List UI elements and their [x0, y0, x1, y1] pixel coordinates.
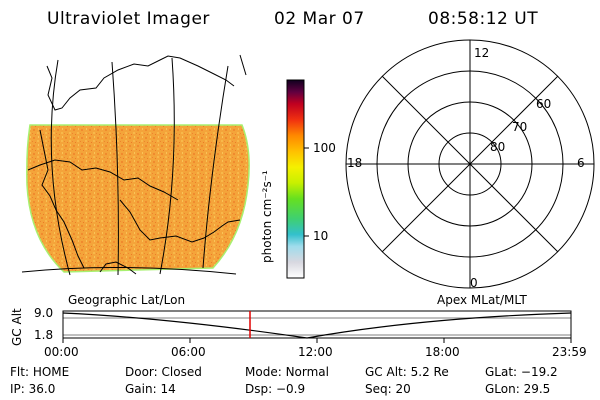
meridian [50, 59, 71, 276]
xtick-label: 06:00 [171, 345, 206, 359]
altitude-ytick-high: 9.0 [34, 306, 54, 320]
colorbar-unit-label: photon cm⁻²s⁻¹ [260, 170, 274, 263]
gain-status: Gain: 14 [125, 382, 176, 396]
xtick-label: 00:00 [44, 345, 79, 359]
colorbar-tick-100: 100 [313, 141, 336, 155]
door-status: Door: Closed [125, 365, 202, 379]
instrument-title: Ultraviolet Imager [47, 9, 210, 29]
coastline [27, 159, 179, 201]
seq-status: Seq: 20 [365, 382, 411, 396]
xtick-label: 18:00 [425, 345, 460, 359]
xtick-label: 12:00 [298, 345, 333, 359]
meridian [159, 57, 175, 275]
mlat-label-70: 70 [512, 120, 528, 134]
date-label: 02 Mar 07 [274, 9, 365, 29]
mlt-label-18: 18 [347, 156, 363, 170]
mlat-label-60: 60 [536, 97, 552, 111]
time-label: 08:58:12 UT [428, 9, 539, 29]
altitude-plot [62, 310, 572, 343]
coastline [119, 199, 241, 243]
meridian [111, 61, 119, 276]
glat-status: GLat: −19.2 [485, 365, 558, 379]
altitude-ytick-low: 1.8 [34, 328, 54, 342]
mlt-label-0: 0 [470, 276, 478, 290]
uv-image-area [26, 124, 250, 273]
map-caption: Geographic Lat/Lon [68, 293, 186, 307]
mlt-label-12: 12 [474, 46, 490, 60]
altitude-ylabel: GC Alt [10, 308, 24, 346]
coastline [239, 54, 247, 76]
ip-status: IP: 36.0 [10, 382, 56, 396]
geographic-map [21, 54, 250, 276]
colorbar-tick-10: 10 [313, 229, 329, 243]
meridian [202, 65, 229, 269]
colorbar [286, 79, 309, 279]
mode-status: Mode: Normal [245, 365, 329, 379]
coastline [39, 129, 85, 269]
altitude-curve [62, 312, 572, 339]
glon-status: GLon: 29.5 [485, 382, 551, 396]
xtick-label: 23:59 [552, 345, 587, 359]
polar-caption: Apex MLat/MLT [437, 293, 527, 307]
dsp-status: Dsp: −0.9 [245, 382, 306, 396]
mlat-label-80: 80 [490, 140, 506, 154]
polar-plot [345, 39, 595, 289]
mlt-label-6: 6 [577, 156, 585, 170]
gcalt-status: GC Alt: 5.2 Re [365, 365, 449, 379]
coastline [99, 261, 137, 275]
flt-status: Flt: HOME [10, 365, 70, 379]
latitude-line [21, 266, 237, 275]
coastline [46, 55, 235, 111]
